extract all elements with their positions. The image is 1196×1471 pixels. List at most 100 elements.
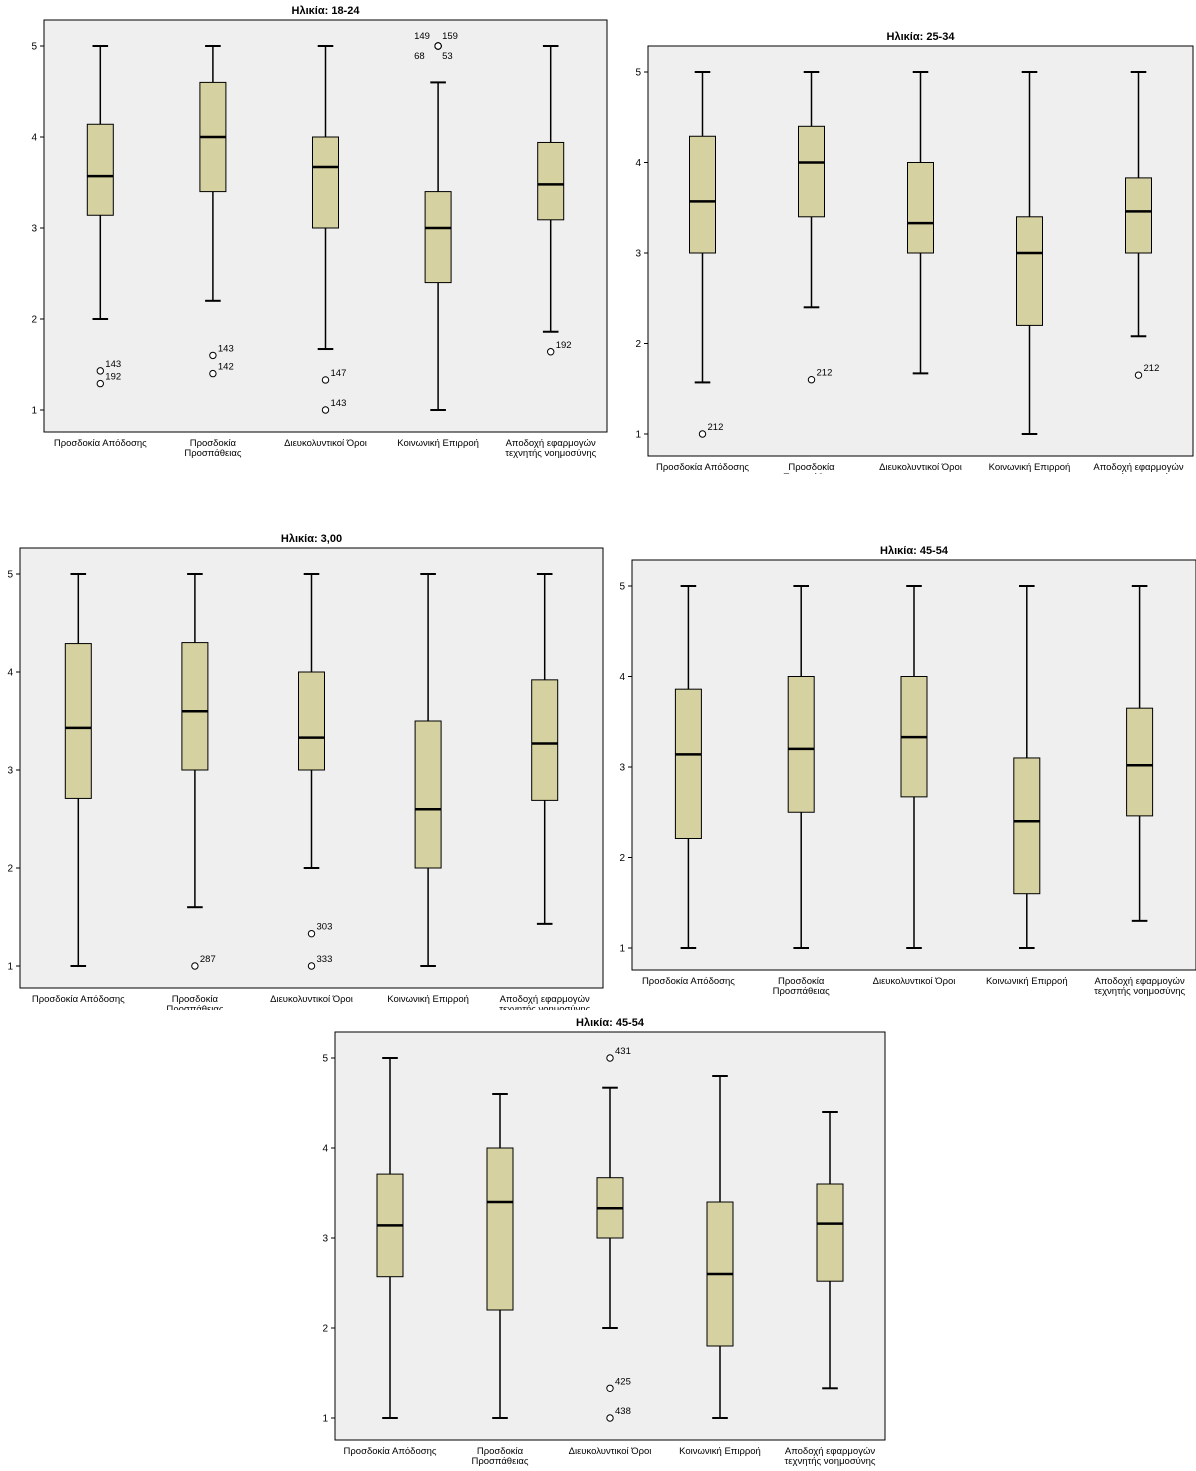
outlier (434, 42, 442, 50)
outlier-label: 143 (218, 343, 234, 354)
category-label: τεχνητής νοημοσύνης (784, 1456, 875, 1466)
y-tick-label: 3 (7, 766, 13, 777)
category-label: Αποδοχή εφαρμογών (500, 994, 590, 1005)
box (1013, 757, 1041, 895)
outlier-label: 143 (331, 398, 347, 409)
y-tick-label: 5 (619, 582, 625, 593)
chart-svg: Ηλικία: 18-24 1 2 3 4 5 143 192 Προσδοκία Απόδοσ… (31, 5, 608, 459)
outlier-label: 333 (317, 954, 333, 965)
outlier-label: 287 (200, 954, 216, 965)
outlier (606, 1414, 614, 1422)
outlier (1134, 371, 1143, 379)
y-tick-label: 3 (322, 1234, 328, 1245)
y-tick-label: 2 (31, 315, 37, 326)
box (414, 720, 442, 869)
outlier-label: 192 (105, 372, 121, 383)
chart-title: Ηλικία: 25-34 (887, 31, 956, 43)
category-label: Προσδοκία Απόδοσης (344, 1446, 437, 1457)
outlier-label: 149 (414, 31, 430, 42)
outlier-label: 192 (556, 340, 572, 351)
category-label: τεχνητής νοημοσύνης (1094, 986, 1185, 997)
outlier (307, 929, 316, 938)
category-label: Διευκολυντικοί Όροι (879, 462, 962, 473)
box (1125, 177, 1152, 254)
outlier-label: 212 (708, 422, 724, 433)
y-tick-label: 1 (7, 962, 13, 973)
category-label: Αποδοχή εφαρμογών (1093, 462, 1183, 473)
category-label: τεχνητής νοημοσύνης (499, 1004, 590, 1010)
outlier (209, 369, 217, 378)
boxplot-panel-18-24: Ηλικία: 18-24 1 2 3 4 5 143 192 Προσδοκία Απόδοσ… (0, 0, 610, 480)
y-tick-label: 2 (619, 853, 625, 864)
y-tick-label: 2 (322, 1324, 328, 1335)
outlier (307, 962, 316, 970)
y-tick-label: 4 (7, 668, 13, 679)
outlier-label: 425 (615, 1376, 631, 1387)
outlier-label: 212 (1144, 363, 1160, 374)
category-label: Προσπάθειας (166, 1004, 223, 1010)
category-label: Προσδοκία Απόδοσης (32, 994, 125, 1005)
boxplot-panel-3-00: Ηλικία: 3,00 1 2 3 4 5 Προσδοκία Απόδοσης 287 Πρ… (0, 520, 606, 1015)
outlier (321, 376, 330, 384)
category-label: Προσδοκία (190, 438, 237, 449)
y-tick-label: 1 (619, 944, 625, 955)
outlier (96, 367, 105, 375)
y-tick-label: 4 (619, 672, 625, 683)
category-label: Κοινωνική Επιρροή (989, 462, 1071, 473)
outlier (209, 351, 217, 360)
outlier-label: 431 (615, 1046, 631, 1057)
y-tick-label: 5 (322, 1054, 328, 1065)
category-label: Αποδοχή εφαρμογών (506, 438, 596, 449)
chart-title: Ηλικία: 45-54 (576, 1017, 645, 1029)
category-label: Κοινωνική Επιρροή (397, 438, 479, 449)
category-label: Αποδοχή εφαρμογών (785, 1446, 875, 1457)
box (907, 162, 934, 254)
box (798, 125, 825, 218)
y-tick-label: 5 (635, 68, 641, 79)
category-label: Προσπάθειας (184, 448, 241, 459)
box (424, 191, 452, 284)
y-tick-label: 3 (31, 224, 37, 235)
outlier-label: 438 (615, 1406, 631, 1417)
y-tick-label: 4 (635, 158, 641, 169)
box (1126, 707, 1154, 817)
y-tick-label: 3 (635, 249, 641, 260)
category-label: Προσδοκία (778, 976, 825, 987)
box (1016, 216, 1043, 326)
box (531, 679, 559, 801)
category-label: Προσδοκία (477, 1446, 524, 1457)
box (787, 676, 815, 813)
chart-svg: Ηλικία: 45-54 1 2 3 4 5 Προσδοκία Απόδοσης Προσ… (619, 545, 1196, 997)
category-label: Προσδοκία (172, 994, 219, 1005)
chart-svg: Ηλικία: 45-54 1 2 3 4 5 Προσδοκία Απόδοσης Προσ… (322, 1017, 886, 1467)
box (86, 123, 114, 216)
chart-svg: Ηλικία: 25-34 1 2 3 4 5 212 Προσδοκία Απόδοσης 2… (635, 31, 1194, 483)
category-label: τεχνητής νοημοσύνης (505, 448, 596, 459)
box (816, 1183, 844, 1282)
category-label: Προσδοκία Απόδοσης (642, 976, 735, 987)
box (486, 1147, 514, 1311)
y-tick-label: 1 (31, 406, 37, 417)
y-tick-label: 5 (31, 42, 37, 53)
outlier (606, 1384, 614, 1392)
outlier-label: 147 (331, 368, 347, 379)
chart-title: Ηλικία: 45-54 (880, 545, 949, 557)
category-label: Διευκολυντικοί Όροι (270, 994, 353, 1005)
outlier-label: 303 (317, 922, 333, 933)
category-label: Προσπάθειας (773, 986, 830, 997)
chart-svg: Ηλικία: 3,00 1 2 3 4 5 Προσδοκία Απόδοσης 287 Πρ… (7, 533, 604, 1015)
category-label: Προσπάθειας (783, 472, 840, 474)
outlier (698, 430, 707, 438)
box (64, 643, 92, 799)
box (298, 671, 325, 771)
outlier (606, 1054, 614, 1062)
category-label: Προσδοκία (788, 462, 835, 473)
y-tick-label: 4 (322, 1144, 328, 1155)
box (537, 141, 565, 221)
y-tick-label: 3 (619, 763, 625, 774)
box (689, 135, 716, 254)
category-label: τεχνητής νοημοσύνης (1093, 472, 1184, 474)
outlier-label: 53 (442, 51, 453, 62)
category-label: Κοινωνική Επιρροή (679, 1446, 761, 1457)
y-tick-label: 1 (635, 430, 641, 441)
